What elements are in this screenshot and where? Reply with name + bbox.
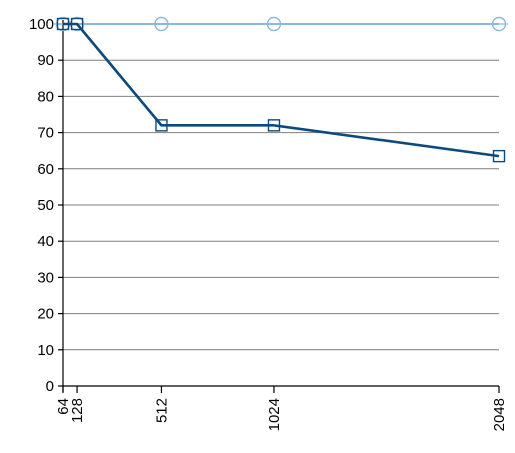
y-tick-label: 40 — [37, 233, 54, 250]
grid — [63, 23, 499, 387]
y-tick-label: 60 — [37, 161, 54, 178]
series — [54, 16, 508, 163]
y-tick-label: 100 — [29, 16, 54, 33]
x-tick-label: 512 — [153, 398, 170, 423]
y-tick-label: 70 — [37, 125, 54, 142]
series-2-point — [56, 17, 70, 31]
series-2-point — [155, 119, 168, 132]
y-tick-label: 0 — [46, 378, 54, 395]
y-tick-label: 20 — [37, 306, 54, 323]
axes — [58, 20, 500, 393]
y-tick-label: 30 — [37, 269, 54, 286]
series-2-point — [70, 17, 84, 31]
x-tick-label: 2048 — [491, 398, 508, 431]
y-tick-label: 80 — [37, 88, 54, 105]
y-tick-label: 50 — [37, 197, 54, 214]
series-2-point — [267, 119, 281, 132]
y-tick-label: 90 — [37, 52, 54, 69]
x-tick-label: 64 — [55, 398, 72, 415]
series-2-point — [492, 149, 506, 163]
series-2-line — [63, 22, 500, 158]
y-tick-label: 10 — [37, 342, 54, 359]
x-tick-label: 1024 — [266, 398, 283, 431]
x-tick-label: 128 — [69, 398, 86, 423]
